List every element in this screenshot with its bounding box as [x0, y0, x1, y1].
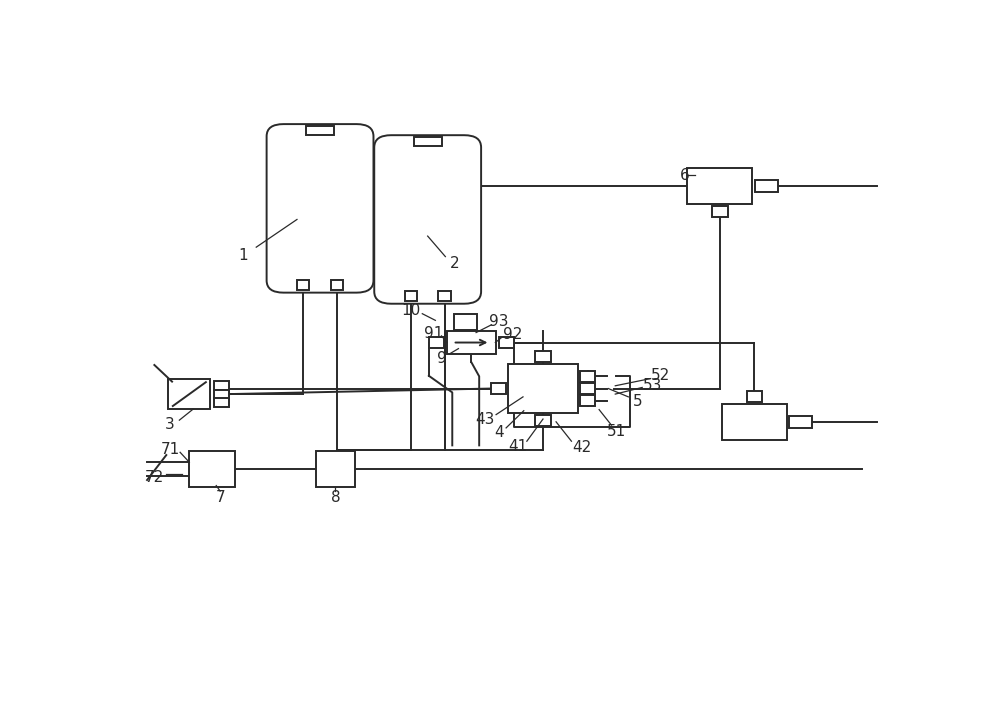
Bar [429, 337, 444, 348]
Bar [491, 383, 506, 394]
Bar [580, 383, 595, 394]
Text: 52: 52 [651, 369, 671, 383]
Bar [446, 331, 496, 354]
Bar [307, 126, 334, 135]
Bar [330, 280, 343, 290]
Bar [438, 291, 450, 301]
Bar [790, 415, 812, 428]
Bar [687, 168, 753, 204]
Text: 51: 51 [606, 424, 626, 438]
FancyBboxPatch shape [374, 135, 481, 304]
Text: 93: 93 [489, 314, 508, 329]
Text: 5: 5 [633, 394, 643, 409]
Bar [747, 391, 762, 402]
Text: 7: 7 [215, 490, 225, 505]
Text: 53: 53 [643, 378, 663, 393]
Text: 43: 43 [475, 412, 495, 426]
Text: 71: 71 [161, 442, 180, 457]
Text: 91: 91 [425, 325, 443, 341]
Text: 1: 1 [238, 248, 248, 263]
Bar [712, 206, 727, 217]
Bar [536, 351, 551, 362]
Bar [414, 138, 441, 146]
Bar [169, 379, 210, 410]
Bar [453, 314, 477, 330]
Bar [213, 390, 229, 399]
Bar [297, 280, 310, 290]
Text: 42: 42 [571, 441, 591, 455]
Text: 9: 9 [436, 351, 446, 366]
Text: 72: 72 [145, 469, 165, 485]
Text: 3: 3 [166, 417, 175, 432]
Bar [189, 451, 235, 487]
Bar [213, 398, 229, 407]
Bar [536, 415, 551, 426]
Bar [580, 395, 595, 406]
Bar [755, 180, 778, 192]
Bar [316, 451, 355, 487]
Bar [499, 337, 514, 348]
Text: 92: 92 [503, 328, 522, 342]
Bar [722, 404, 787, 440]
Text: 41: 41 [508, 439, 528, 454]
Bar [509, 364, 577, 413]
Text: 4: 4 [494, 426, 504, 441]
Bar [213, 382, 229, 390]
Text: 8: 8 [330, 490, 340, 505]
Text: 6: 6 [681, 168, 690, 183]
Bar [405, 291, 417, 301]
Text: 10: 10 [401, 303, 421, 318]
Bar [580, 371, 595, 382]
FancyBboxPatch shape [267, 124, 373, 292]
Text: 2: 2 [449, 256, 459, 271]
